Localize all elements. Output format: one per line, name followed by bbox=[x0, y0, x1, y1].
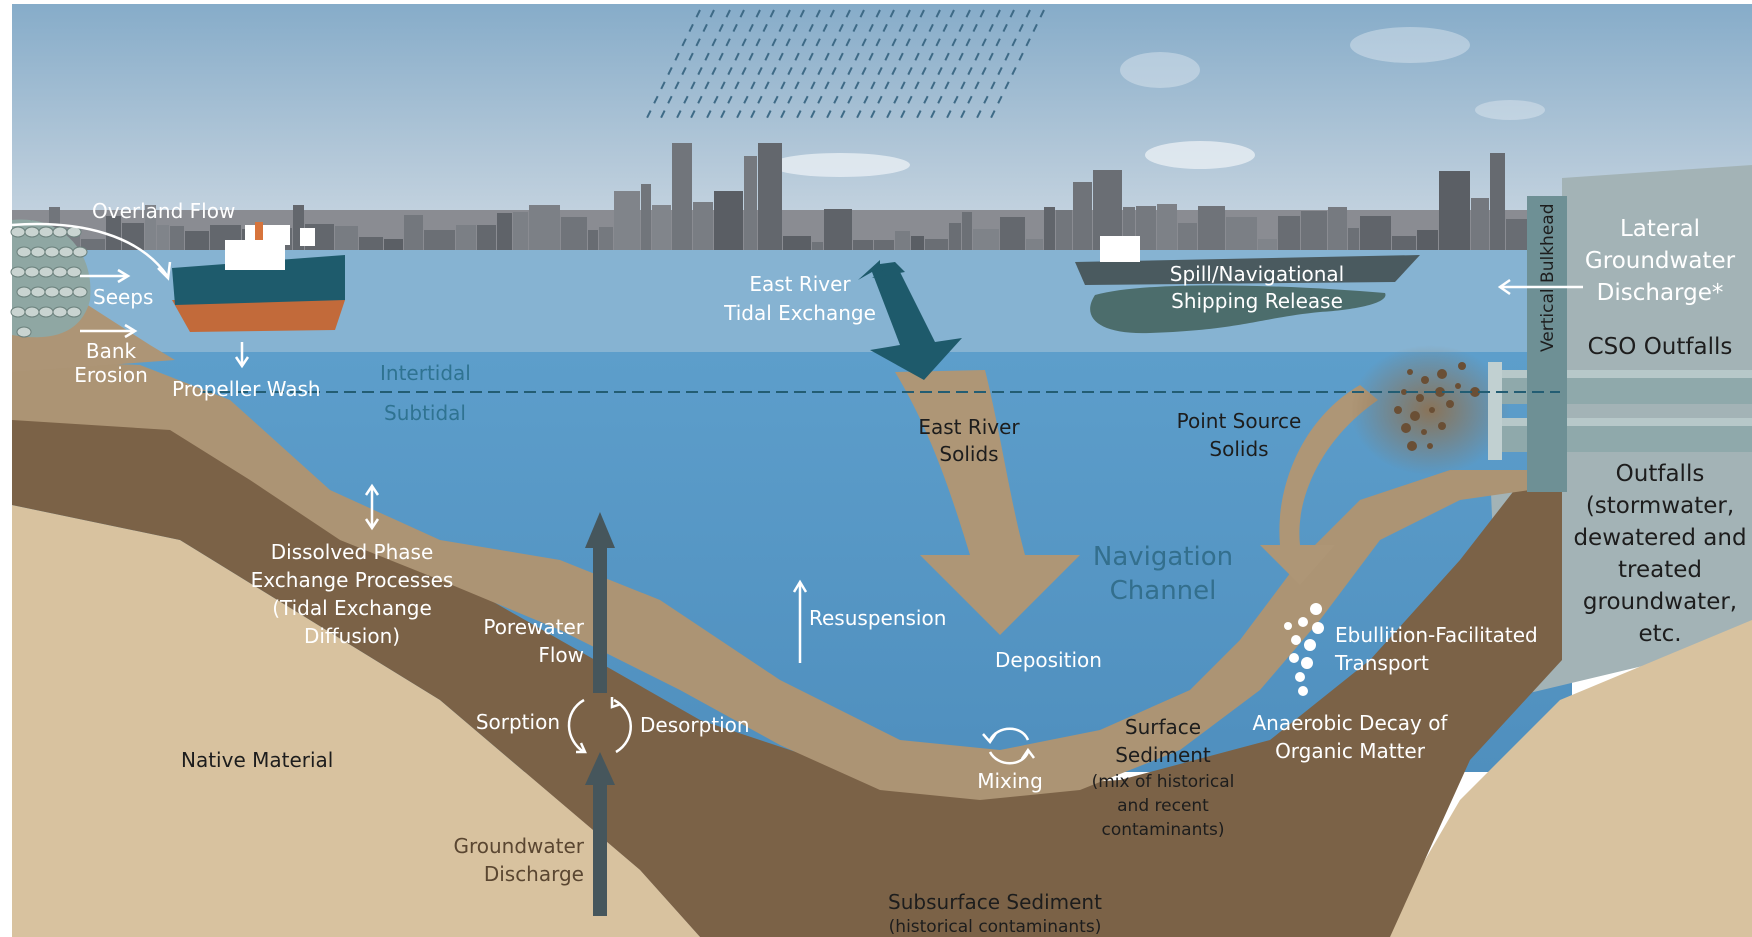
anaerobic-label-1: Anaerobic Decay of bbox=[1253, 711, 1449, 735]
cso-particles bbox=[1394, 362, 1480, 451]
porewater-flow-label-2: Flow bbox=[538, 643, 584, 667]
resuspension-label: Resuspension bbox=[809, 606, 946, 630]
oil-slick bbox=[1090, 285, 1386, 334]
subsurface-sediment bbox=[12, 375, 1562, 937]
outfalls-label-2: (stormwater, bbox=[1586, 493, 1734, 519]
groundwater-discharge-label-1: Groundwater bbox=[453, 834, 584, 858]
groundwater-discharge-label-2: Discharge bbox=[484, 862, 584, 886]
subtidal-label: Subtidal bbox=[384, 401, 466, 425]
dissolved-phase-label-2: Exchange Processes bbox=[251, 568, 454, 592]
spill-label-1: Spill/Navigational bbox=[1170, 262, 1344, 286]
ebullition-label-2: Transport bbox=[1334, 651, 1429, 675]
subsurface-sediment-label: Subsurface Sediment bbox=[888, 890, 1102, 914]
porewater-flow-arrow bbox=[585, 512, 615, 693]
vertical-bulkhead bbox=[1527, 196, 1567, 492]
vertical-bulkhead-label: Vertical Bulkhead bbox=[1538, 204, 1558, 352]
lateral-groundwater-label-3: Discharge* bbox=[1597, 280, 1724, 306]
porewater-flow-label-1: Porewater bbox=[483, 615, 584, 639]
native-material-right bbox=[1380, 620, 1752, 937]
dissolved-phase-label-3: (Tidal Exchange bbox=[272, 596, 432, 620]
east-river-solids-label-1: East River bbox=[918, 415, 1020, 439]
east-river-tidal-label-2: Tidal Exchange bbox=[723, 301, 876, 325]
overland-flow-label: Overland Flow bbox=[92, 199, 235, 223]
deposition-label: Deposition bbox=[995, 648, 1102, 672]
rain-streaks bbox=[644, 9, 1045, 123]
propeller-wash-label: Propeller Wash bbox=[172, 377, 321, 401]
riprap-rocks bbox=[10, 219, 91, 338]
east-river-tidal-label-1: East River bbox=[749, 272, 851, 296]
point-source-label-1: Point Source bbox=[1177, 409, 1302, 433]
desorption-label: Desorption bbox=[640, 713, 750, 737]
native-material bbox=[12, 505, 700, 937]
mixing-label: Mixing bbox=[977, 769, 1043, 793]
outfalls-label-1: Outfalls bbox=[1616, 461, 1705, 487]
dissolved-phase-label-4: Diffusion) bbox=[304, 624, 400, 648]
point-source-solids-arrow bbox=[1260, 385, 1378, 585]
outfalls-label-3: dewatered and bbox=[1573, 525, 1746, 551]
navigation-channel-label-2: Channel bbox=[1110, 576, 1217, 606]
dissolved-phase-label-1: Dissolved Phase bbox=[271, 540, 434, 564]
surface-sediment-label-2: Sediment bbox=[1115, 743, 1211, 767]
surface-sediment-label-1: Surface bbox=[1125, 715, 1201, 739]
intertidal-label: Intertidal bbox=[380, 361, 471, 385]
point-source-label-2: Solids bbox=[1209, 437, 1268, 461]
surface-sediment bbox=[12, 360, 1530, 800]
ebullition-bubbles bbox=[1284, 603, 1324, 696]
anaerobic-label-2: Organic Matter bbox=[1275, 739, 1426, 763]
ebullition-label-1: Ebullition-Facilitated bbox=[1335, 623, 1538, 647]
subsurface-sediment-note: (historical contaminants) bbox=[889, 917, 1102, 937]
bank-erosion-label-1: Bank bbox=[86, 339, 137, 363]
overland-flow-arrow bbox=[11, 222, 170, 278]
surface-sediment-note-3: contaminants) bbox=[1101, 820, 1224, 840]
clouds bbox=[770, 27, 1545, 177]
white-arrows bbox=[11, 222, 1583, 765]
tidal-exchange-arrow bbox=[858, 260, 962, 380]
east-river-solids-label-2: Solids bbox=[939, 442, 998, 466]
surface-sediment-note-2: and recent bbox=[1117, 796, 1209, 816]
tugboat bbox=[172, 222, 345, 332]
outfalls-label-4: treated bbox=[1618, 557, 1702, 583]
outfalls-label-6: etc. bbox=[1638, 621, 1681, 647]
seeps-label: Seeps bbox=[93, 285, 153, 309]
navigation-channel-label-1: Navigation bbox=[1093, 542, 1233, 572]
sorption-cycle-left bbox=[567, 698, 585, 754]
groundwater-discharge-arrow bbox=[585, 752, 615, 916]
sorption-label: Sorption bbox=[476, 710, 560, 734]
cargo-ship bbox=[1075, 236, 1420, 334]
spill-label-2: Shipping Release bbox=[1171, 289, 1343, 313]
outfalls-label-5: groundwater, bbox=[1583, 589, 1737, 615]
lateral-groundwater-label-2: Groundwater bbox=[1585, 248, 1736, 274]
surface-sediment-note-1: (mix of historical bbox=[1092, 772, 1235, 792]
native-material-label: Native Material bbox=[181, 748, 333, 772]
bank-erosion-label-2: Erosion bbox=[74, 363, 148, 387]
cso-outfalls-label: CSO Outfalls bbox=[1588, 334, 1733, 360]
east-river-solids-arrow bbox=[895, 370, 1080, 635]
lateral-groundwater-label-1: Lateral bbox=[1620, 216, 1700, 242]
